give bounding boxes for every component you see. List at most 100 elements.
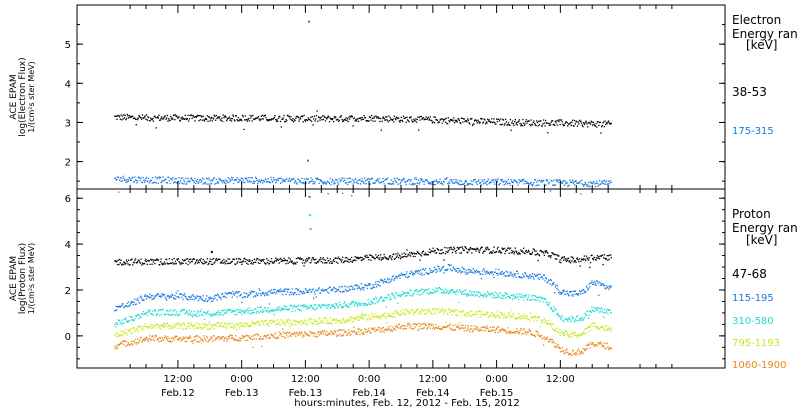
data-point: [154, 181, 156, 183]
data-point: [352, 317, 354, 319]
data-point: [506, 275, 508, 277]
data-point: [275, 338, 278, 340]
data-point: [526, 251, 528, 254]
data-point: [436, 270, 438, 272]
data-point: [422, 180, 424, 183]
data-point: [467, 119, 469, 121]
data-point: [138, 302, 140, 304]
series-795-1193: [114, 307, 612, 339]
data-point: [325, 117, 327, 119]
data-point: [319, 119, 321, 121]
data-point: [522, 251, 524, 253]
data-point: [338, 258, 340, 260]
data-point: [290, 323, 293, 326]
data-point: [528, 319, 530, 321]
data-point: [489, 293, 492, 295]
data-point: [301, 305, 303, 307]
data-point: [116, 115, 119, 117]
data-point: [296, 305, 298, 307]
data-point: [212, 325, 215, 327]
data-point: [497, 246, 499, 248]
data-point: [328, 260, 330, 262]
data-point: [362, 304, 364, 306]
data-point: [274, 260, 276, 262]
data-point: [367, 120, 369, 122]
data-point: [154, 295, 157, 297]
data-point: [258, 288, 260, 290]
data-point: [342, 120, 344, 122]
data-point: [362, 331, 365, 333]
data-point: [538, 120, 540, 122]
data-point: [302, 334, 304, 336]
data-point: [176, 182, 178, 184]
data-point: [306, 260, 309, 262]
data-point: [460, 271, 463, 273]
data-point: [571, 181, 573, 183]
data-point: [171, 117, 173, 119]
data-point: [246, 262, 248, 264]
data-point: [490, 182, 492, 184]
data-point: [233, 119, 235, 121]
data-point: [382, 313, 385, 315]
data-point: [512, 250, 514, 253]
data-point: [556, 287, 558, 290]
data-point: [418, 290, 420, 292]
data-point: [278, 115, 280, 118]
data-point: [572, 349, 574, 351]
data-point: [411, 184, 413, 186]
data-point: [413, 252, 415, 254]
data-point: [546, 323, 548, 325]
data-point: [447, 183, 449, 185]
data-point: [215, 259, 217, 261]
data-point: [403, 292, 405, 294]
data-point: [519, 296, 521, 298]
data-point: [315, 258, 317, 260]
data-point: [185, 177, 187, 180]
data-point: [502, 328, 505, 330]
data-point: [284, 308, 286, 310]
data-point: [347, 258, 349, 260]
data-point: [558, 347, 560, 349]
data-point: [588, 185, 590, 187]
data-point: [469, 330, 471, 333]
data-point: [206, 335, 208, 337]
data-point: [366, 120, 369, 122]
data-point: [131, 342, 133, 345]
data-point: [174, 260, 177, 263]
data-point: [203, 311, 205, 313]
data-point: [271, 309, 273, 311]
data-point: [491, 271, 494, 273]
data-point: [511, 315, 514, 317]
data-point: [514, 297, 516, 299]
data-point: [396, 177, 398, 179]
data-point: [212, 314, 214, 317]
data-point: [394, 257, 396, 260]
data-point: [429, 311, 431, 313]
data-point: [591, 306, 593, 308]
data-point: [161, 309, 164, 311]
data-point: [313, 259, 315, 261]
data-point: [201, 177, 204, 179]
data-point: [398, 178, 400, 180]
data-point: [516, 122, 518, 124]
data-point: [119, 179, 121, 181]
data-point: [317, 331, 320, 333]
data-point: [442, 313, 445, 315]
data-point: [309, 288, 311, 290]
data-point: [132, 327, 134, 329]
data-point: [449, 290, 451, 293]
data-point: [199, 341, 201, 343]
data-point: [601, 283, 603, 286]
data-point: [441, 249, 443, 251]
data-point: [500, 297, 502, 299]
data-point: [434, 291, 436, 293]
data-point: [603, 329, 605, 331]
data-point: [528, 184, 530, 186]
data-point: [471, 293, 473, 296]
data-point: [254, 118, 256, 120]
data-point: [426, 328, 428, 330]
data-point: [369, 178, 371, 180]
data-point: [548, 255, 550, 257]
data-point: [143, 116, 146, 118]
data-point: [426, 309, 428, 311]
